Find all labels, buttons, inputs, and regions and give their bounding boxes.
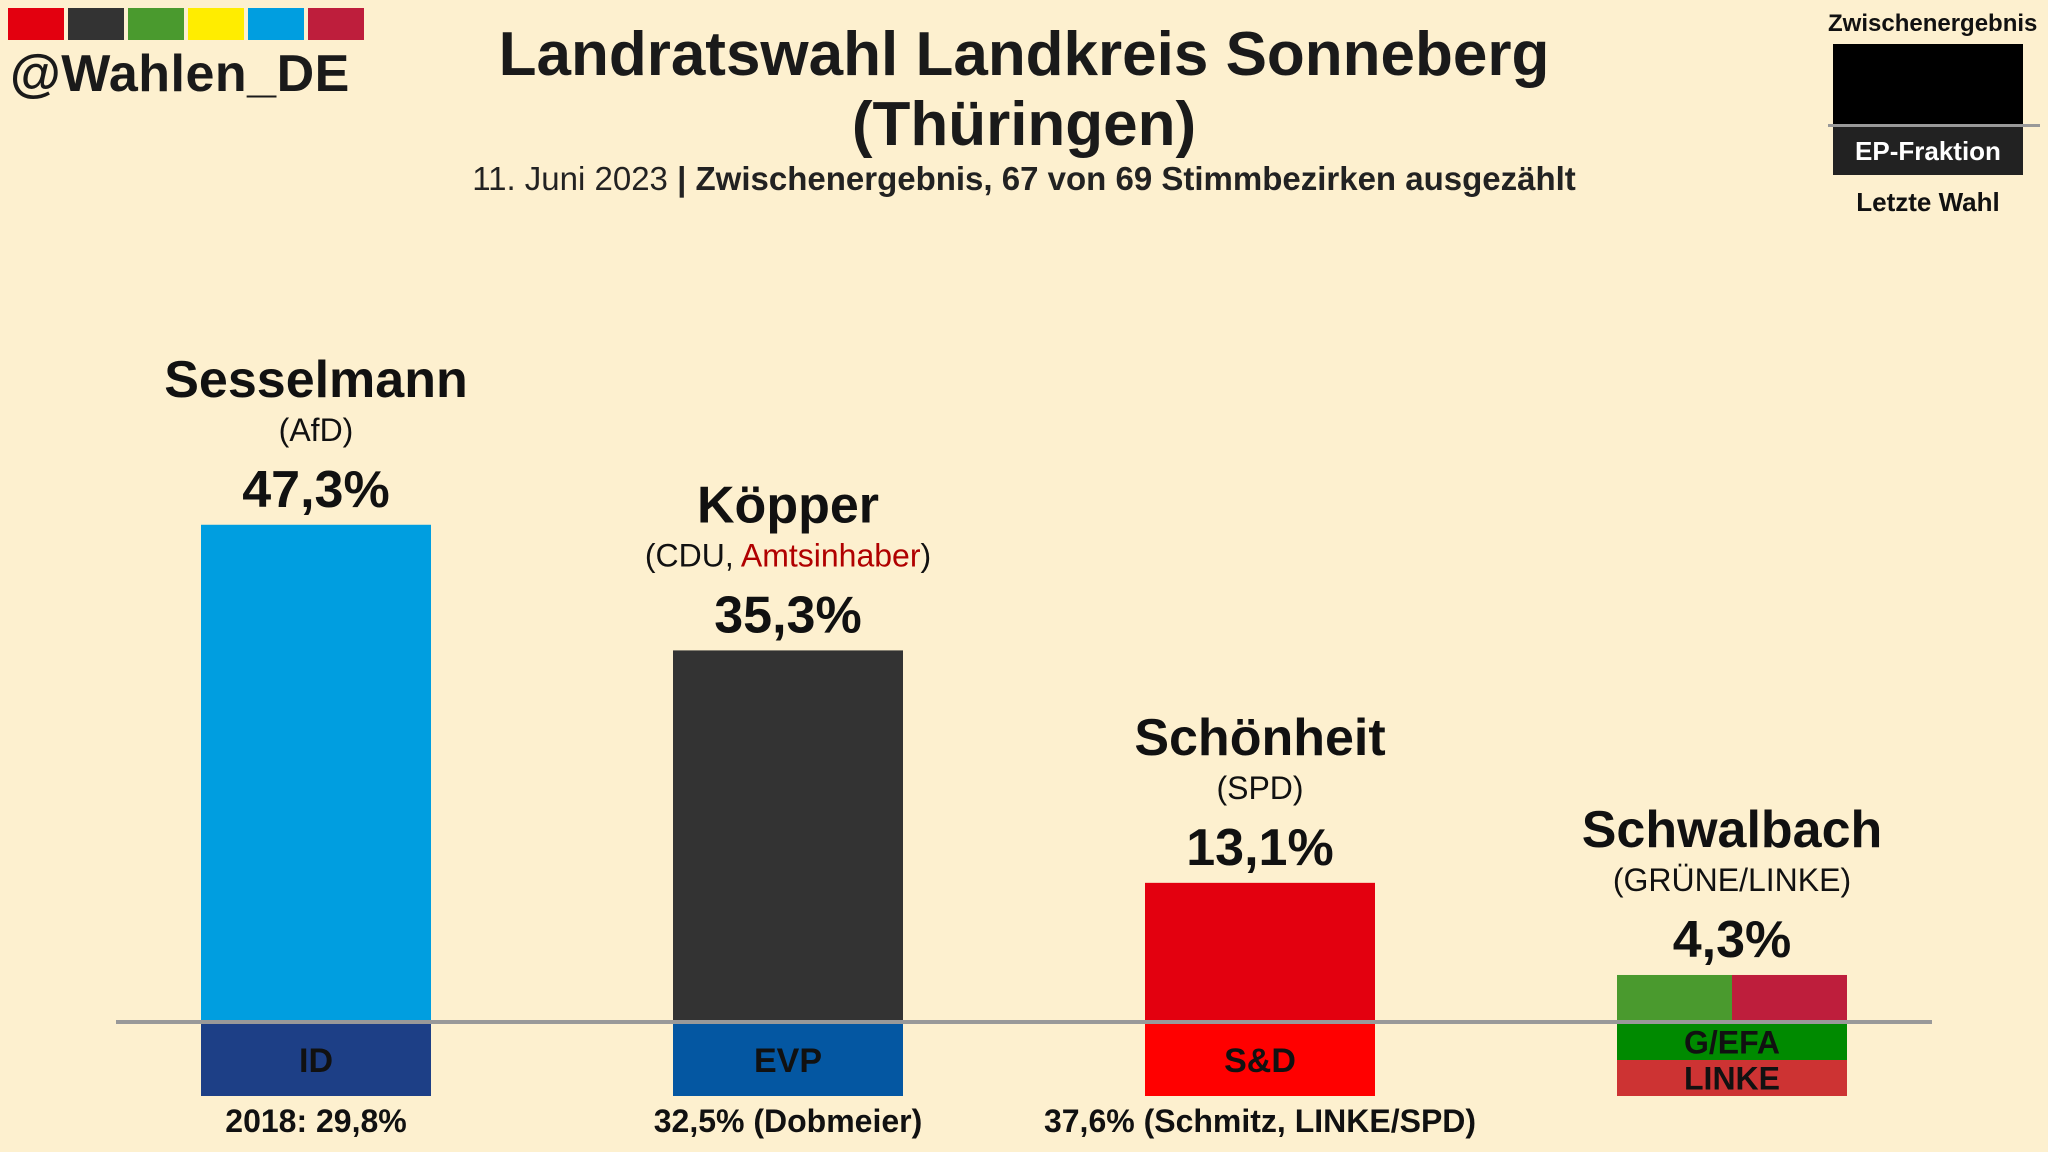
ep-group-label: G/EFA — [1684, 1025, 1780, 1061]
legend-last-election-label: Letzte Wahl — [1856, 187, 2000, 217]
bar — [1732, 974, 1847, 1020]
candidate-name: Schönheit — [1134, 709, 1385, 767]
last-election-label: 32,5% (Dobmeier) — [654, 1103, 923, 1139]
legend-interim-swatch — [1833, 44, 2023, 124]
ep-group-block — [1617, 1024, 1847, 1060]
title-line-2: (Thüringen) — [851, 90, 1197, 159]
legend: Zwischenergebnis EP-Fraktion Letzte Wahl — [1828, 10, 2040, 218]
axis-baseline — [116, 1020, 1932, 1024]
last-election-label: 37,6% (Schmitz, LINKE/SPD) — [1044, 1103, 1476, 1139]
subtitle-separator: | — [677, 160, 687, 197]
bar — [1145, 882, 1375, 1020]
candidate-name: Sesselmann — [164, 351, 468, 409]
ep-group-block — [201, 1024, 431, 1096]
brand-color-strip — [8, 8, 364, 40]
value-label: 13,1% — [1186, 819, 1333, 877]
chart-subtitle: 11. Juni 2023 | Zwischenergebnis, 67 von… — [0, 160, 2048, 198]
chart-title: Landratswahl Landkreis Sonneberg (Thürin… — [0, 20, 2048, 160]
last-election-label: 2018: 29,8% — [225, 1103, 406, 1139]
brand-color-swatch — [68, 8, 124, 40]
value-label: 35,3% — [714, 586, 861, 644]
candidate-name: Köpper — [697, 476, 879, 534]
brand-color-swatch — [188, 8, 244, 40]
party-label-part: (CDU, — [645, 537, 741, 573]
legend-ep-label: EP-Fraktion — [1833, 127, 2023, 175]
ep-group-block — [1617, 1060, 1847, 1096]
party-label: (CDU, Amtsinhaber) — [645, 537, 931, 573]
ep-group-label: ID — [299, 1042, 333, 1080]
party-label: (GRÜNE/LINKE) — [1613, 862, 1851, 898]
legend-axis-line — [1828, 124, 2040, 127]
party-label-part: ) — [920, 537, 931, 573]
brand-color-swatch — [308, 8, 364, 40]
bar — [201, 524, 431, 1020]
ep-group-label: S&D — [1224, 1042, 1296, 1080]
bar — [673, 650, 903, 1020]
legend-interim-label: Zwischenergebnis — [1828, 10, 2038, 37]
account-handle: @Wahlen_DE — [10, 45, 350, 103]
ep-group-block — [673, 1024, 903, 1096]
subtitle-status: Zwischenergebnis, 67 von 69 Stimmbezirke… — [695, 160, 1576, 197]
brand-color-swatch — [248, 8, 304, 40]
brand-color-swatch — [8, 8, 64, 40]
value-label: 4,3% — [1673, 911, 1792, 969]
bar — [1617, 974, 1732, 1020]
subtitle-date: 11. Juni 2023 — [472, 160, 668, 197]
candidate-name: Schwalbach — [1582, 801, 1883, 859]
value-label: 47,3% — [242, 461, 389, 519]
title-line-1: Landratswahl Landkreis Sonneberg — [498, 20, 1550, 89]
brand-color-swatch — [128, 8, 184, 40]
ep-group-block — [1145, 1024, 1375, 1096]
ep-group-label: EVP — [754, 1042, 822, 1080]
party-label: (AfD) — [279, 412, 354, 448]
party-label-part: Amtsinhaber — [741, 537, 921, 573]
party-label: (SPD) — [1216, 770, 1303, 806]
ep-group-label: LINKE — [1684, 1061, 1780, 1097]
